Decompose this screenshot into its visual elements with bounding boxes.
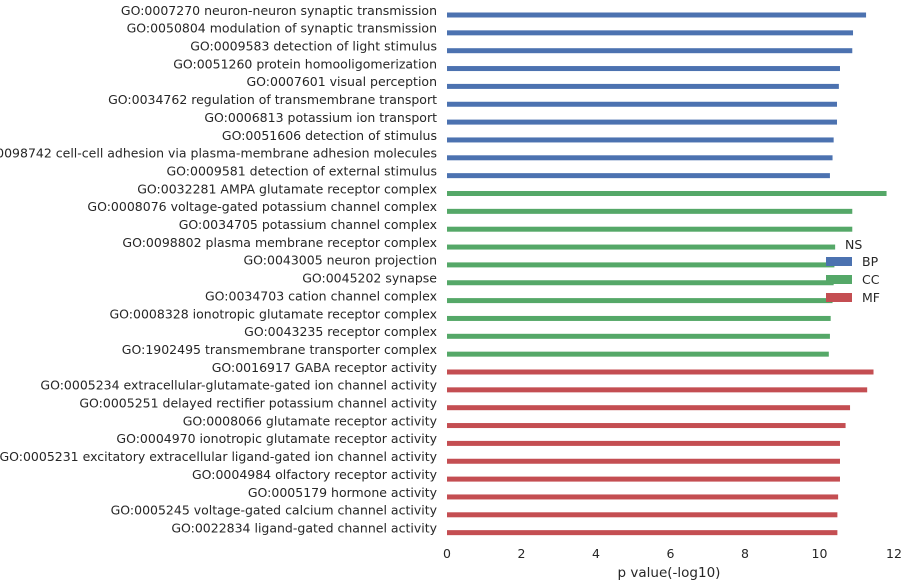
bar-cc-6 xyxy=(447,280,834,286)
x-tick-label: 8 xyxy=(741,546,749,561)
category-label: GO:0016917 GABA receptor activity xyxy=(212,360,438,375)
bars-layer xyxy=(447,12,887,536)
category-label: GO:0043005 neuron projection xyxy=(243,253,437,268)
bar-cc-5 xyxy=(447,262,835,268)
category-label: GO:0005251 delayed rectifier potassium c… xyxy=(79,396,437,411)
category-label: GO:0005231 excitatory extracellular liga… xyxy=(0,449,438,464)
bar-mf-5 xyxy=(447,440,840,446)
bar-cc-10 xyxy=(447,351,829,357)
category-label: GO:0022834 ligand-gated channel activity xyxy=(171,520,437,535)
x-tick-label: 6 xyxy=(667,546,675,561)
x-axis-ticks: 0 2 4 6 8 10 12 xyxy=(443,546,902,561)
legend-label-cc: CC xyxy=(862,272,880,287)
bar-bp-4 xyxy=(447,66,840,72)
bar-mf-9 xyxy=(447,512,838,518)
category-label: GO:0045202 synapse xyxy=(302,271,437,286)
category-label: GO:0006813 potassium ion transport xyxy=(204,110,437,125)
bar-bp-2 xyxy=(447,30,854,36)
bar-cc-2 xyxy=(447,208,853,214)
category-label: GO:0051606 detection of stimulus xyxy=(222,128,437,143)
category-label: GO:0008066 glutamate receptor activity xyxy=(183,413,438,428)
bar-bp-7 xyxy=(447,119,838,125)
bar-mf-8 xyxy=(447,494,839,500)
legend-label-bp: BP xyxy=(862,254,879,269)
bar-mf-7 xyxy=(447,476,840,482)
category-label: GO:0051260 protein homooligomerization xyxy=(173,56,437,71)
x-axis-title: p value(-log10) xyxy=(618,565,721,581)
bar-bp-9 xyxy=(447,155,833,161)
category-label: GO:0098742 cell-cell adhesion via plasma… xyxy=(0,146,437,161)
bar-bp-3 xyxy=(447,48,853,54)
category-label: GO:1902495 transmembrane transporter com… xyxy=(122,342,437,357)
bar-mf-6 xyxy=(447,458,840,464)
category-label: GO:0005234 extracellular-glutamate-gated… xyxy=(40,378,437,393)
category-label: GO:0007601 visual perception xyxy=(246,74,437,89)
category-labels: GO:0007270 neuron-neuron synaptic transm… xyxy=(0,3,438,536)
x-tick-label: 4 xyxy=(592,546,600,561)
category-label: GO:0008076 voltage-gated potassium chann… xyxy=(87,199,437,214)
x-tick-label: 10 xyxy=(812,546,828,561)
bar-bp-10 xyxy=(447,173,830,179)
bar-bp-8 xyxy=(447,137,834,143)
bar-cc-7 xyxy=(447,298,833,304)
legend-swatch-bp xyxy=(826,257,852,266)
category-label: GO:0005179 hormone activity xyxy=(248,485,438,500)
x-tick-label: 12 xyxy=(886,546,902,561)
category-label: GO:0032281 AMPA glutamate receptor compl… xyxy=(137,181,437,196)
legend-title: NS xyxy=(845,237,862,252)
category-label: GO:0034705 potassium channel complex xyxy=(179,217,437,232)
legend-swatch-cc xyxy=(826,275,852,284)
bar-mf-10 xyxy=(447,530,838,536)
category-label: GO:0098802 plasma membrane receptor comp… xyxy=(122,235,437,250)
x-tick-label: 2 xyxy=(518,546,526,561)
legend-swatch-mf xyxy=(826,293,852,302)
bar-cc-8 xyxy=(447,315,831,321)
bar-bp-1 xyxy=(447,12,867,18)
bar-mf-3 xyxy=(447,405,851,411)
bar-mf-4 xyxy=(447,423,846,429)
bar-mf-1 xyxy=(447,369,874,375)
bar-cc-1 xyxy=(447,191,887,196)
bar-mf-2 xyxy=(447,387,868,393)
bar-cc-3 xyxy=(447,226,853,232)
category-label: GO:0034762 regulation of transmembrane t… xyxy=(108,92,437,107)
category-label: GO:0043235 receptor complex xyxy=(244,324,437,339)
category-label: GO:0050804 modulation of synaptic transm… xyxy=(127,21,437,36)
x-tick-label: 0 xyxy=(443,546,451,561)
bar-cc-4 xyxy=(447,244,836,250)
bar-bp-6 xyxy=(447,101,838,107)
category-label: GO:0009581 detection of external stimulu… xyxy=(167,163,438,178)
category-label: GO:0008328 ionotropic glutamate receptor… xyxy=(110,306,438,321)
category-label: GO:0005245 voltage-gated calcium channel… xyxy=(111,503,438,518)
category-label: GO:0009583 detection of light stimulus xyxy=(190,39,437,54)
legend: NS BP CC MF xyxy=(826,237,880,305)
category-label: GO:0004984 olfactory receptor activity xyxy=(192,467,438,482)
bar-bp-5 xyxy=(447,83,839,89)
legend-label-mf: MF xyxy=(862,290,880,305)
category-label: GO:0007270 neuron-neuron synaptic transm… xyxy=(121,3,437,18)
category-label: GO:0004970 ionotropic glutamate receptor… xyxy=(116,431,437,446)
bar-cc-9 xyxy=(447,333,830,339)
category-label: GO:0034703 cation channel complex xyxy=(205,288,437,303)
